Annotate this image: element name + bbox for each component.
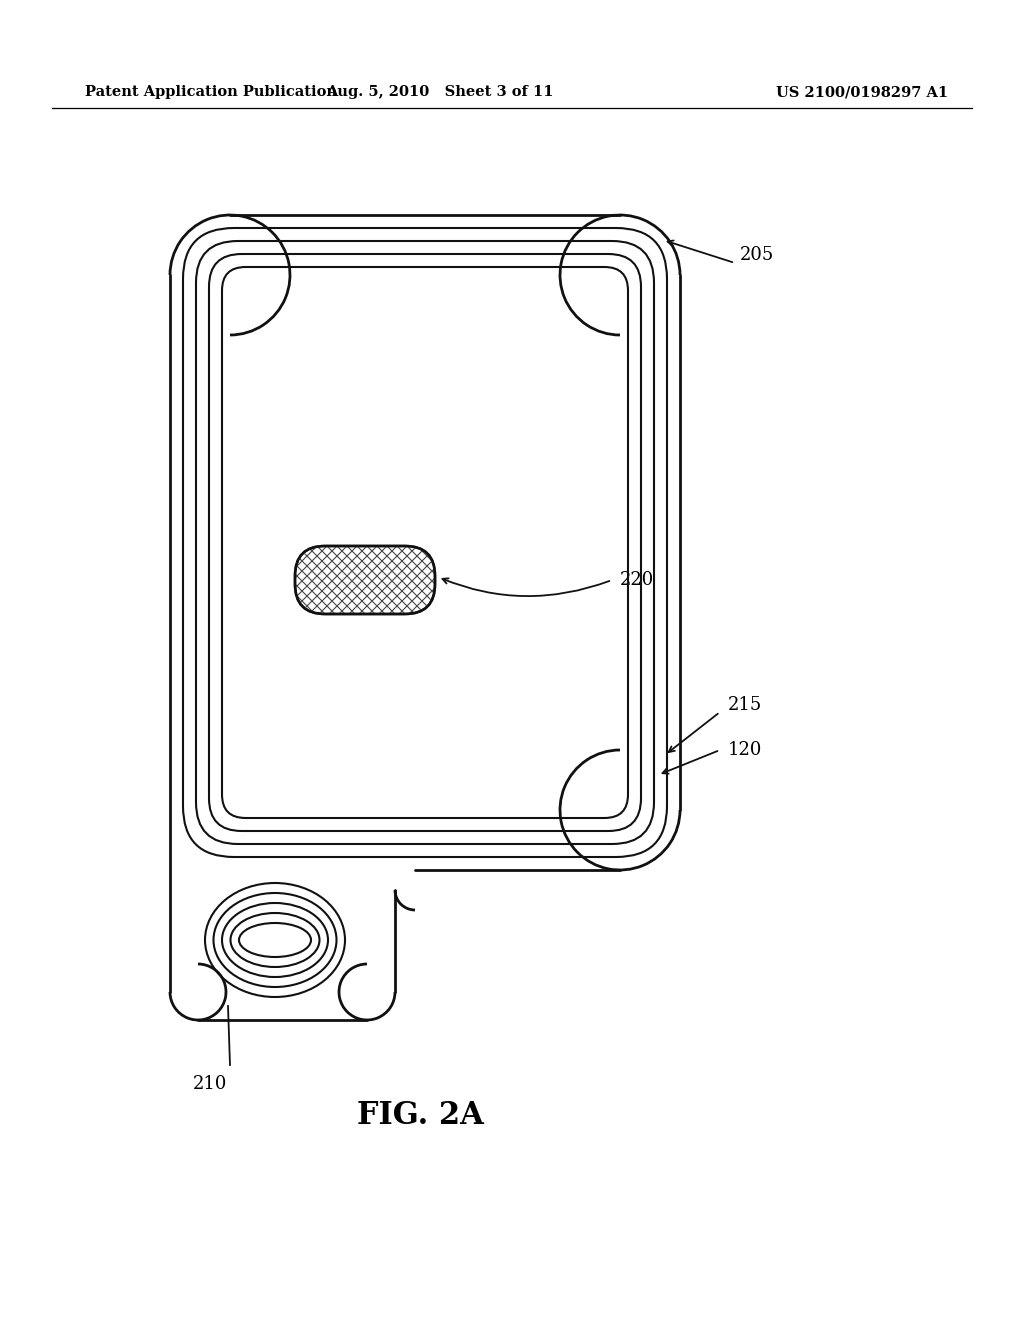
Text: US 2100/0198297 A1: US 2100/0198297 A1 [776,84,948,99]
Text: Patent Application Publication: Patent Application Publication [85,84,337,99]
Text: Aug. 5, 2010   Sheet 3 of 11: Aug. 5, 2010 Sheet 3 of 11 [327,84,554,99]
Text: FIG. 2A: FIG. 2A [356,1100,483,1130]
Text: 210: 210 [193,1074,227,1093]
Text: 215: 215 [728,696,762,714]
FancyBboxPatch shape [295,546,435,614]
Text: 120: 120 [728,741,763,759]
Text: 205: 205 [740,246,774,264]
Text: 220: 220 [620,572,654,589]
